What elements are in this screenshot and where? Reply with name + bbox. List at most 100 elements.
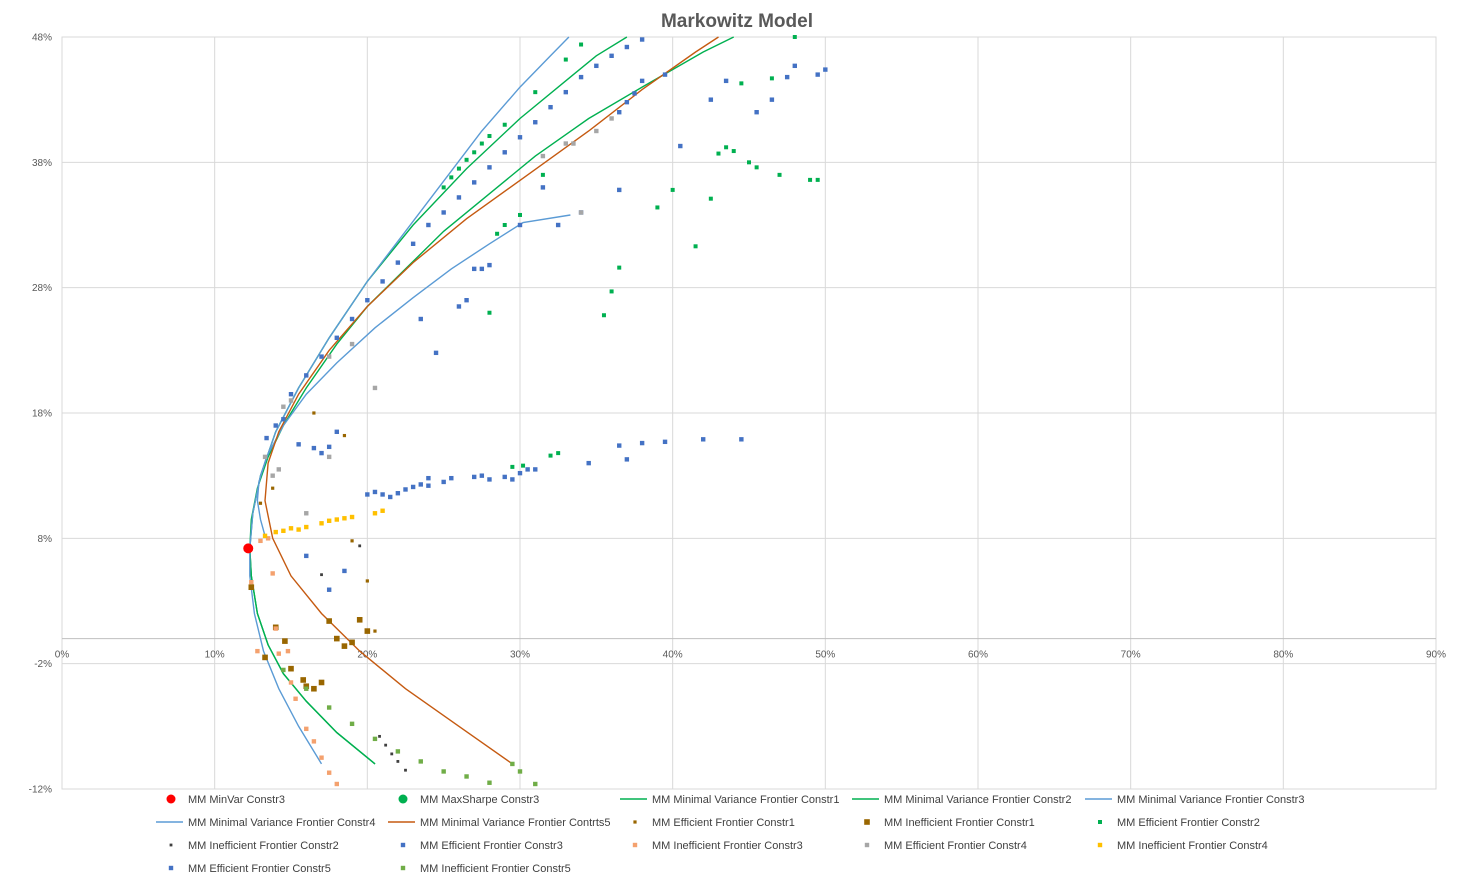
data-point: [349, 341, 355, 347]
legend-label: MM Inefficient Frontier Constr5: [420, 863, 571, 875]
x-tick-label: 80%: [1273, 650, 1293, 661]
legend-label: MM Inefficient Frontier Constr1: [884, 817, 1035, 829]
data-point: [373, 629, 377, 633]
y-tick-label: 38%: [32, 158, 52, 169]
legend-item-mm-efficient-frontier-constr3: MM Efficient Frontier Constr3: [400, 840, 563, 852]
data-point: [372, 736, 378, 742]
data-point: [487, 165, 492, 170]
data-point: [472, 180, 477, 185]
data-point: [276, 467, 281, 472]
data-point: [708, 196, 713, 201]
data-point: [815, 72, 820, 77]
data-point: [433, 350, 439, 356]
data-point: [426, 483, 431, 488]
data-point: [296, 442, 301, 447]
data-point: [264, 435, 269, 441]
data-point: [586, 460, 591, 466]
x-tick-label: 20%: [357, 650, 377, 661]
legend-item-mm-inefficient-frontier-constr4: MM Inefficient Frontier Constr4: [1097, 840, 1268, 852]
legend-label: MM Efficient Frontier Constr3: [420, 840, 563, 852]
series-mm-inefficient-frontier-constr2: [320, 544, 407, 772]
data-point: [378, 734, 381, 738]
series-mm-minvar-constr3: [243, 543, 254, 554]
legend: MM MinVar Constr3 MM MaxSharpe Constr3 MM …: [156, 794, 1304, 875]
legend-marker-swatch: [864, 842, 870, 848]
data-point: [380, 492, 385, 497]
y-tick-label: -12%: [29, 785, 52, 796]
data-point: [319, 755, 324, 760]
data-point: [426, 222, 431, 228]
data-point: [555, 222, 561, 228]
series-mm-inefficient-frontier-constr3: [249, 536, 339, 787]
data-point: [747, 160, 751, 165]
data-point: [571, 141, 576, 146]
data-point: [563, 141, 568, 146]
data-point: [617, 110, 622, 115]
y-tick-label: 18%: [32, 409, 52, 420]
data-point: [288, 392, 294, 397]
data-point: [349, 514, 355, 520]
grid-layer: [61, 36, 1437, 790]
data-point: [521, 463, 526, 468]
data-point: [617, 187, 622, 193]
data-point: [517, 470, 523, 476]
data-point: [303, 683, 310, 690]
y-tick-label: 48%: [32, 33, 52, 44]
data-point: [525, 467, 530, 472]
data-point: [372, 385, 378, 391]
data-point: [296, 527, 301, 532]
data-point: [479, 473, 485, 478]
data-point: [533, 90, 538, 95]
data-point: [594, 63, 599, 69]
x-tick-label: 10%: [205, 650, 225, 661]
data-point: [792, 35, 797, 39]
chart-title: Markowitz Model: [661, 11, 813, 32]
legend-item-mm-maxsharpe-constr3: MM MaxSharpe Constr3: [398, 794, 539, 806]
legend-marker-swatch: [864, 819, 870, 825]
legend-label: MM Minimal Variance Frontier Constr4: [188, 817, 375, 829]
data-point: [724, 145, 729, 150]
data-point: [319, 450, 324, 456]
data-point: [678, 143, 683, 149]
data-point: [326, 454, 332, 460]
series-line-mm-minimal-variance-frontier-contrts5: [264, 36, 719, 765]
data-point: [716, 151, 721, 156]
data-point: [464, 157, 469, 162]
legend-label: MM Minimal Variance Frontier Constr2: [884, 794, 1071, 806]
data-point: [639, 78, 645, 84]
data-point: [441, 210, 446, 215]
data-point: [334, 635, 340, 642]
data-point: [326, 587, 332, 592]
data-point: [754, 165, 759, 170]
data-point: [311, 739, 317, 744]
x-tick-label: 0%: [55, 650, 70, 661]
legend-marker-swatch: [1097, 842, 1103, 848]
x-tick-label: 50%: [815, 650, 835, 661]
legend-item-mm-efficient-frontier-constr2: MM Efficient Frontier Constr2: [1098, 817, 1260, 829]
data-point: [769, 97, 775, 102]
legend-item-mm-efficient-frontier-constr5: MM Efficient Frontier Constr5: [168, 863, 331, 875]
data-point: [662, 439, 668, 445]
legend-label: MM MaxSharpe Constr3: [420, 794, 539, 806]
data-point: [312, 411, 316, 415]
data-point: [441, 185, 446, 190]
series-line-mm-minimal-variance-frontier-constr4: [256, 214, 571, 536]
data-point: [662, 72, 668, 77]
data-point: [548, 453, 553, 458]
data-point: [288, 398, 294, 403]
data-point: [487, 262, 492, 268]
data-point: [418, 316, 423, 322]
data-point: [540, 153, 546, 159]
data-point: [754, 110, 759, 115]
legend-marker-swatch: [169, 843, 173, 847]
data-point: [273, 423, 278, 428]
data-point: [265, 536, 271, 541]
x-tick-label: 70%: [1121, 650, 1141, 661]
data-point: [349, 639, 355, 646]
data-point: [365, 492, 370, 497]
series-mm-inefficient-frontier-constr1: [248, 584, 371, 692]
data-point: [502, 474, 507, 480]
data-point: [258, 501, 263, 505]
data-point: [326, 444, 332, 450]
data-point: [319, 354, 324, 359]
